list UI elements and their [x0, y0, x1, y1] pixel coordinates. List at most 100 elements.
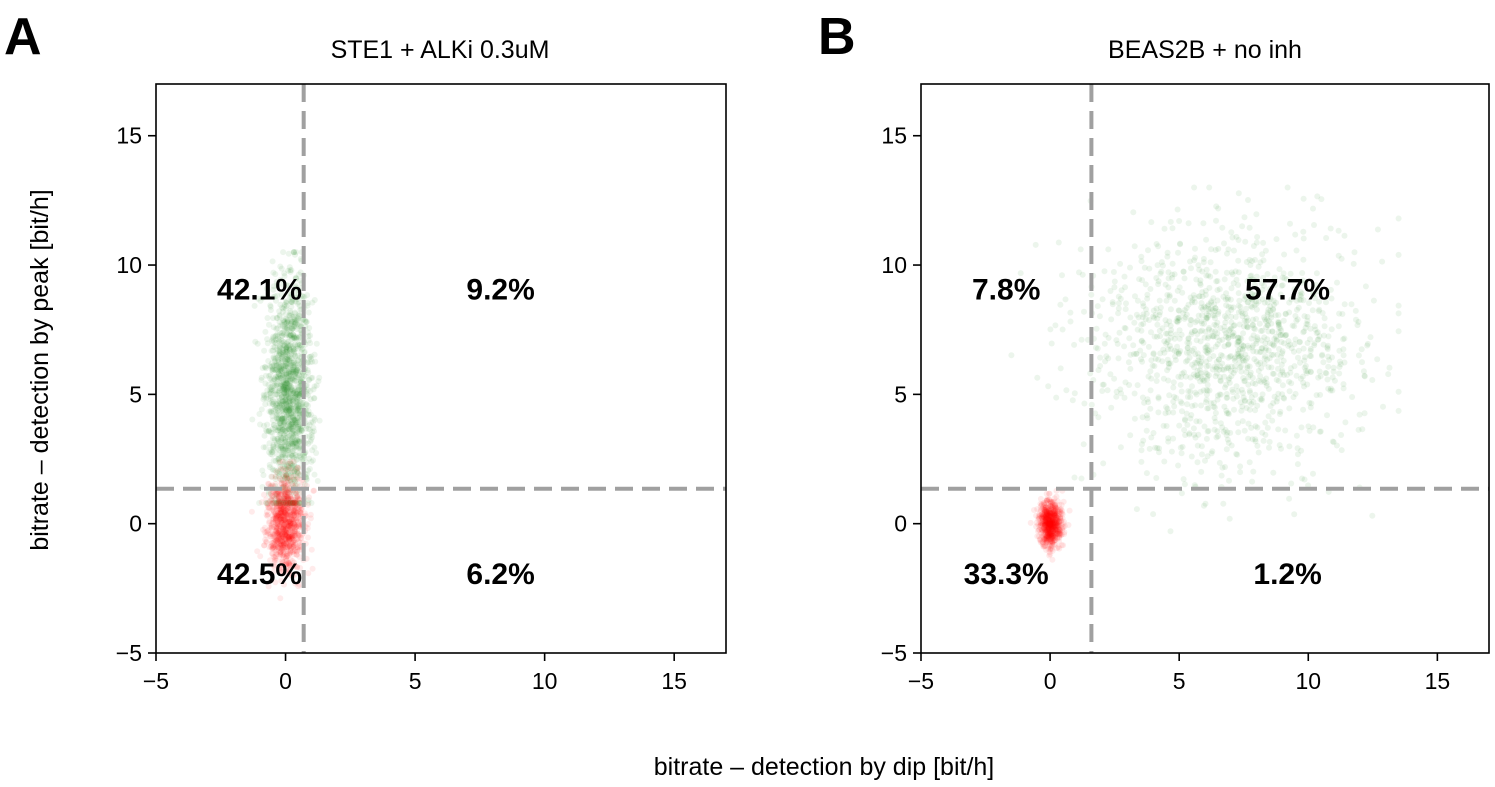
scatter-point — [292, 275, 299, 282]
scatter-point — [287, 414, 294, 421]
scatter-point — [287, 511, 294, 518]
scatter-point — [1262, 431, 1269, 438]
scatter-point — [1071, 390, 1078, 397]
scatter-point — [286, 332, 293, 339]
scatter-point — [289, 529, 296, 536]
scatter-point — [277, 465, 284, 472]
scatter-point — [285, 392, 292, 399]
scatter-point — [279, 426, 286, 433]
scatter-point — [292, 346, 299, 352]
scatter-point — [288, 500, 295, 507]
scatter-point — [1127, 351, 1134, 358]
scatter-point — [288, 359, 295, 366]
scatter-point — [295, 425, 302, 432]
scatter-point — [287, 298, 294, 305]
scatter-point — [295, 405, 302, 412]
scatter-point — [1239, 223, 1246, 230]
scatter-point — [292, 542, 299, 549]
scatter-point — [277, 507, 284, 514]
scatter-point — [286, 264, 293, 271]
scatter-point — [270, 286, 277, 293]
scatter-point — [290, 538, 297, 545]
scatter-point — [1157, 350, 1164, 357]
scatter-point — [1200, 220, 1207, 227]
scatter-point — [276, 387, 282, 394]
scatter-point — [280, 472, 287, 479]
panel-a-title: STE1 + ALKi 0.3uM — [331, 36, 550, 64]
scatter-point — [288, 436, 295, 443]
scatter-point — [291, 440, 298, 447]
scatter-point — [1081, 308, 1087, 315]
scatter-point — [1140, 300, 1146, 307]
scatter-point — [293, 524, 300, 531]
scatter-point — [287, 440, 294, 447]
scatter-point — [296, 392, 303, 399]
scatter-point — [293, 402, 300, 409]
scatter-point — [1258, 345, 1265, 352]
scatter-point — [1060, 542, 1067, 549]
scatter-point — [1181, 315, 1188, 322]
scatter-point — [265, 428, 272, 435]
scatter-point — [280, 349, 287, 356]
scatter-point — [293, 316, 300, 323]
scatter-point — [1066, 507, 1073, 514]
scatter-point — [292, 438, 299, 445]
scatter-point — [285, 496, 291, 502]
scatter-point — [296, 312, 303, 319]
scatter-point — [292, 478, 298, 485]
scatter-point — [293, 417, 300, 424]
scatter-point — [292, 341, 299, 348]
scatter-point — [281, 459, 288, 466]
scatter-point — [1254, 442, 1261, 449]
scatter-point — [288, 319, 295, 325]
scatter-point — [1300, 406, 1307, 413]
scatter-point — [275, 467, 281, 474]
scatter-point — [277, 387, 284, 394]
scatter-point — [294, 493, 301, 500]
scatter-point — [286, 348, 293, 355]
scatter-point — [267, 451, 274, 457]
scatter-point — [266, 408, 273, 415]
scatter-point — [286, 360, 293, 367]
scatter-point — [286, 328, 293, 335]
scatter-point — [1169, 260, 1176, 267]
scatter-point — [279, 516, 286, 523]
scatter-point — [263, 395, 270, 402]
scatter-point — [296, 438, 303, 445]
scatter-point — [281, 405, 288, 412]
scatter-point — [282, 489, 289, 496]
scatter-point — [284, 380, 290, 387]
scatter-point — [271, 435, 278, 442]
scatter-point — [279, 512, 286, 519]
scatter-point — [269, 545, 276, 551]
scatter-point — [281, 389, 288, 396]
scatter-point — [311, 383, 318, 390]
scatter-point — [287, 533, 294, 540]
scatter-point — [305, 467, 312, 474]
scatter-point — [288, 572, 295, 579]
scatter-point — [1100, 381, 1107, 388]
scatter-point — [290, 345, 297, 352]
scatter-point — [278, 558, 285, 565]
scatter-point — [287, 400, 294, 406]
scatter-point — [277, 550, 284, 557]
scatter-point — [291, 416, 298, 423]
scatter-point — [292, 580, 299, 587]
scatter-point — [295, 404, 302, 411]
scatter-point — [281, 390, 288, 397]
scatter-point — [270, 383, 277, 390]
scatter-point — [1138, 321, 1145, 328]
scatter-point — [1141, 399, 1148, 406]
scatter-point — [307, 438, 314, 445]
scatter-point — [1193, 337, 1200, 344]
scatter-point — [274, 362, 281, 369]
scatter-point — [278, 381, 284, 388]
scatter-point — [1395, 251, 1402, 258]
scatter-point — [293, 544, 300, 551]
scatter-point — [269, 363, 275, 370]
scatter-point — [279, 416, 286, 423]
scatter-point — [268, 408, 274, 415]
scatter-point — [290, 410, 297, 417]
scatter-point — [291, 499, 298, 506]
scatter-point — [286, 500, 293, 506]
